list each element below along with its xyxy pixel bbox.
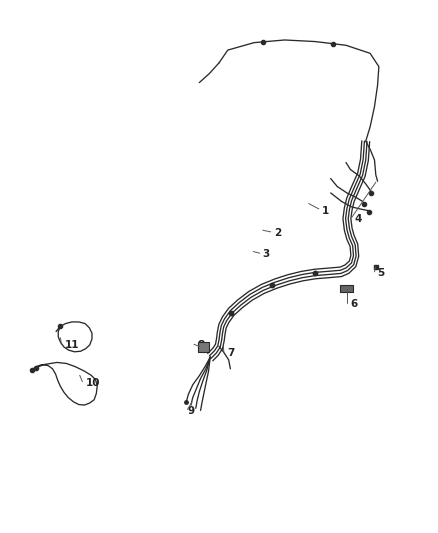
Text: 2: 2 (274, 228, 281, 238)
Text: 9: 9 (187, 407, 194, 416)
Text: 3: 3 (263, 249, 270, 259)
Text: 7: 7 (227, 348, 234, 358)
Text: 10: 10 (85, 378, 100, 387)
Text: 8: 8 (197, 341, 205, 350)
Text: 6: 6 (350, 299, 358, 309)
Text: 5: 5 (378, 268, 385, 278)
Text: 1: 1 (322, 206, 329, 215)
FancyBboxPatch shape (340, 285, 353, 292)
FancyBboxPatch shape (198, 342, 209, 352)
Text: 11: 11 (65, 341, 79, 350)
Text: 4: 4 (355, 214, 362, 223)
